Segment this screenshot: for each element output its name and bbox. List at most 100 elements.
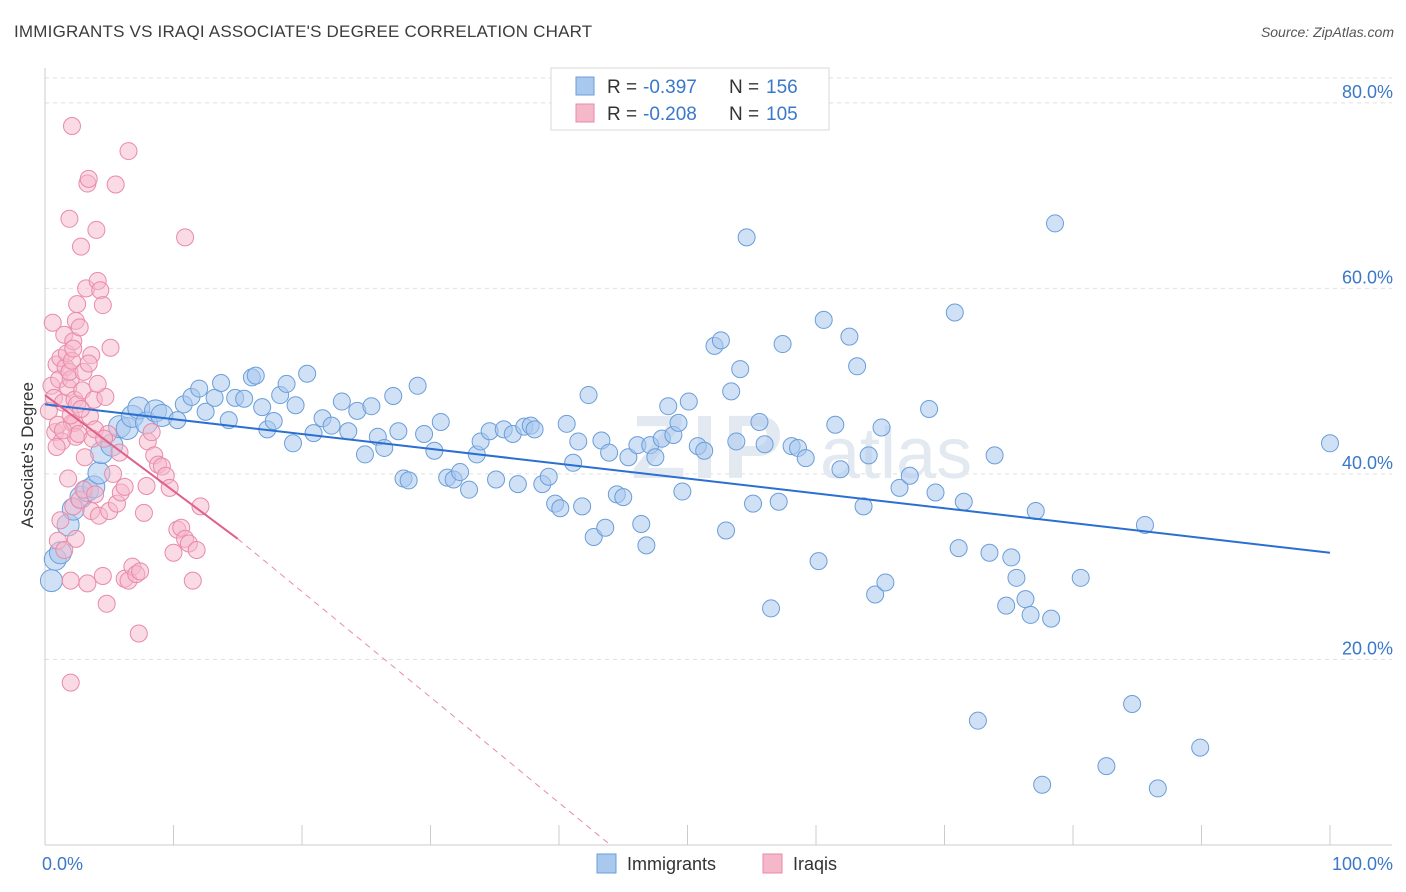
y-tick-label-0: 20.0% [1342, 638, 1393, 658]
x-tick-label-end: 100.0% [1332, 854, 1393, 874]
immigrants-point [762, 599, 781, 618]
immigrants-point [525, 420, 544, 439]
immigrants-point [235, 389, 254, 408]
immigrants-point [773, 335, 792, 354]
legend-r-value-1: -0.397 [643, 77, 697, 98]
y-axis-label: Associate's Degree [18, 382, 37, 528]
immigrants-point [579, 386, 598, 405]
iraqis-point [104, 464, 123, 483]
immigrants-point [408, 376, 427, 395]
immigrants-point [876, 573, 895, 592]
immigrants-point [866, 585, 885, 604]
immigrants-point [673, 482, 692, 501]
immigrants-point [900, 466, 919, 485]
immigrants-point [487, 470, 506, 489]
bottom-legend-iraqis: Iraqis [793, 854, 837, 874]
immigrants-point [679, 392, 698, 411]
iraqis-point [71, 237, 90, 256]
immigrants-point [508, 475, 527, 494]
immigrants-point [659, 397, 678, 416]
immigrants-point [980, 543, 999, 562]
immigrants-point [600, 443, 619, 462]
immigrants-point [614, 488, 633, 507]
immigrants-point [564, 453, 583, 472]
iraqis-point [51, 511, 70, 530]
immigrants-point [1033, 775, 1052, 794]
iraqis-trend-line [44, 394, 239, 540]
iraqis-point [79, 169, 98, 188]
chart-source: Source: ZipAtlas.com [1260, 24, 1394, 40]
immigrants-point [840, 327, 859, 346]
immigrants-point [1046, 214, 1065, 233]
immigrants-point [831, 460, 850, 479]
iraqis-point [61, 673, 80, 692]
bottom-legend-swatch-iraqis [762, 853, 783, 874]
bottom-legend-immigrants: Immigrants [627, 854, 716, 874]
immigrants-point [814, 310, 833, 329]
immigrants-point [997, 596, 1016, 615]
immigrants-point [460, 480, 479, 499]
immigrants-point [769, 492, 788, 511]
y-tick-label-3: 80.0% [1342, 82, 1393, 102]
immigrants-point [39, 569, 63, 593]
iraqis-point [97, 594, 116, 613]
immigrants-point [355, 445, 374, 464]
immigrants-point [569, 432, 588, 451]
legend-box [550, 67, 830, 131]
iraqis-point [86, 485, 105, 504]
immigrants-point [332, 392, 351, 411]
iraqis-point [62, 117, 81, 136]
immigrants-point [212, 374, 231, 392]
immigrants-point [362, 397, 381, 416]
trend-lines [44, 394, 1331, 846]
iraqis-point [60, 209, 79, 228]
immigrants-point [339, 422, 358, 441]
immigrants-point [722, 382, 741, 401]
iraqis-point [64, 339, 83, 358]
immigrants-point [809, 552, 828, 571]
axes [44, 68, 1392, 846]
immigrants-point [859, 446, 878, 465]
y-tick-label-1: 40.0% [1342, 453, 1393, 473]
iraqis-point [119, 142, 138, 161]
immigrants-point [872, 418, 891, 437]
iraqis-point [93, 296, 112, 315]
legend-swatch-iraqis [575, 103, 595, 123]
immigrants-points [39, 214, 1339, 798]
immigrants-point [727, 432, 746, 451]
immigrants-point [1016, 590, 1035, 609]
immigrants-point [253, 398, 272, 417]
immigrants-point [920, 399, 939, 418]
iraqis-point [106, 175, 125, 194]
immigrants-point [286, 396, 305, 415]
immigrants-point [1148, 779, 1167, 798]
iraqis-point [91, 281, 110, 300]
immigrants-point [1002, 548, 1021, 567]
iraqis-trend-extension [237, 538, 611, 846]
immigrants-point [826, 415, 845, 434]
immigrants-point [415, 425, 434, 444]
immigrants-point [968, 711, 987, 730]
bottom-legend: Immigrants Iraqis [596, 853, 837, 874]
immigrants-point [1071, 568, 1090, 587]
immigrants-point [596, 518, 615, 537]
immigrants-point [304, 424, 323, 443]
x-tick-label-start: 0.0% [42, 854, 83, 874]
legend-n-value-2: 105 [766, 104, 798, 125]
immigrants-point [954, 492, 973, 511]
immigrants-point [246, 366, 265, 385]
immigrants-point [637, 536, 656, 555]
immigrants-point [1135, 515, 1154, 534]
immigrants-point [322, 416, 341, 435]
immigrants-point [1026, 502, 1045, 521]
bottom-legend-swatch-immigrants [596, 853, 617, 874]
immigrants-point [750, 412, 769, 431]
iraqis-point [87, 220, 106, 239]
immigrants-point [431, 412, 450, 431]
legend-n-value-1: 156 [766, 77, 798, 98]
iraqis-point [61, 571, 80, 590]
iraqis-point [66, 529, 85, 548]
iraqis-point [101, 338, 120, 357]
immigrants-point [796, 449, 815, 468]
grid-lines [45, 77, 1392, 660]
